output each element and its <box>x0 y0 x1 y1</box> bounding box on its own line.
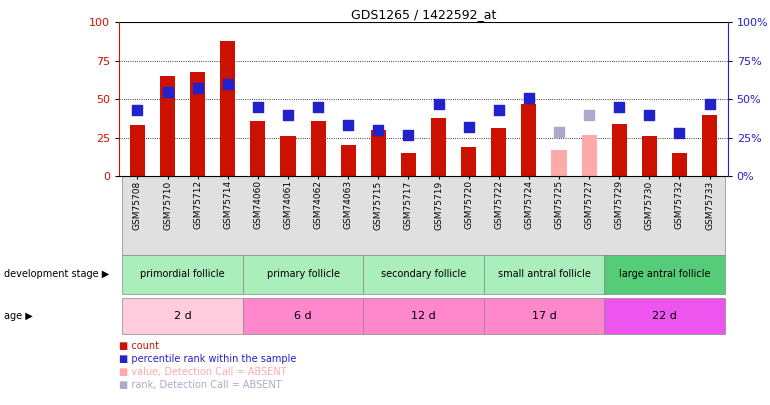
Bar <box>250 121 266 176</box>
Bar <box>310 121 326 176</box>
Title: GDS1265 / 1422592_at: GDS1265 / 1422592_at <box>351 8 496 21</box>
Bar <box>672 153 687 176</box>
Text: 2 d: 2 d <box>174 311 192 321</box>
Text: ■ count: ■ count <box>119 341 159 351</box>
Point <box>131 107 143 113</box>
Bar <box>220 41 236 176</box>
Text: small antral follicle: small antral follicle <box>497 269 591 279</box>
Text: primordial follicle: primordial follicle <box>140 269 225 279</box>
Point <box>553 128 565 135</box>
Text: 6 d: 6 d <box>294 311 312 321</box>
Text: ■ value, Detection Call = ABSENT: ■ value, Detection Call = ABSENT <box>119 367 287 377</box>
Text: ■ rank, Detection Call = ABSENT: ■ rank, Detection Call = ABSENT <box>119 380 282 390</box>
Point <box>463 124 475 130</box>
Bar <box>431 118 446 176</box>
Point <box>433 100 445 107</box>
Point <box>643 111 655 118</box>
Bar <box>401 153 416 176</box>
Point <box>704 100 716 107</box>
Bar <box>491 128 507 176</box>
Text: age ▶: age ▶ <box>4 311 32 321</box>
Bar <box>521 104 537 176</box>
Point <box>613 104 625 110</box>
Bar <box>371 130 386 176</box>
Point <box>673 130 685 136</box>
Bar <box>581 134 597 176</box>
Point <box>192 85 204 92</box>
Point <box>372 127 384 133</box>
Point <box>162 88 174 95</box>
Bar <box>280 136 296 176</box>
Point <box>523 94 535 101</box>
Bar <box>340 145 356 176</box>
Point <box>583 111 595 118</box>
Point <box>342 122 354 129</box>
Point <box>493 107 505 113</box>
Bar <box>461 147 476 176</box>
Text: large antral follicle: large antral follicle <box>618 269 710 279</box>
Text: ■ percentile rank within the sample: ■ percentile rank within the sample <box>119 354 296 364</box>
Text: primary follicle: primary follicle <box>266 269 340 279</box>
Point <box>282 111 294 118</box>
Text: development stage ▶: development stage ▶ <box>4 269 109 279</box>
Bar <box>160 76 175 176</box>
Text: 22 d: 22 d <box>652 311 677 321</box>
Point <box>222 81 234 87</box>
Bar <box>551 150 567 176</box>
Bar <box>190 72 205 176</box>
Text: 12 d: 12 d <box>411 311 436 321</box>
Point <box>402 131 414 138</box>
Bar <box>130 126 145 176</box>
Text: 17 d: 17 d <box>531 311 557 321</box>
Bar <box>611 124 627 176</box>
Point <box>252 104 264 110</box>
Text: secondary follicle: secondary follicle <box>381 269 466 279</box>
Point <box>312 104 324 110</box>
Bar <box>702 115 717 176</box>
Bar <box>642 136 657 176</box>
